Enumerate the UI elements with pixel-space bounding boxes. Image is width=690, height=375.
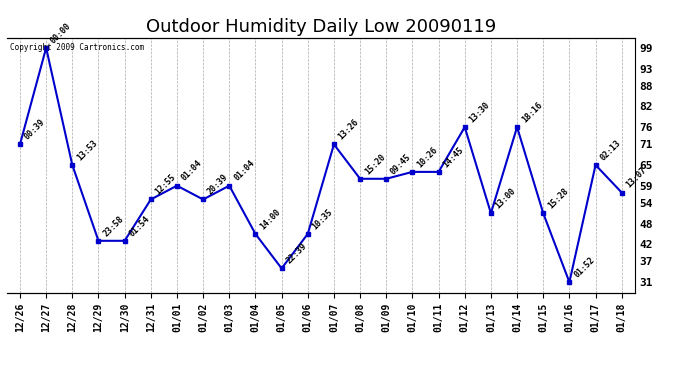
Text: 13:00: 13:00 [493,186,518,210]
Title: Outdoor Humidity Daily Low 20090119: Outdoor Humidity Daily Low 20090119 [146,18,496,36]
Text: 23:58: 23:58 [101,214,126,238]
Text: 22:39: 22:39 [284,242,308,266]
Text: 01:04: 01:04 [232,159,256,183]
Text: Copyright 2009 Cartronics.com: Copyright 2009 Cartronics.com [10,43,144,52]
Text: 01:54: 01:54 [128,214,151,238]
Text: 15:20: 15:20 [363,152,387,176]
Text: 18:16: 18:16 [520,100,544,124]
Text: 10:26: 10:26 [415,145,440,169]
Text: 01:04: 01:04 [179,159,204,183]
Text: 02:13: 02:13 [598,138,622,162]
Text: 15:28: 15:28 [546,186,570,210]
Text: 09:45: 09:45 [389,152,413,176]
Text: 13:30: 13:30 [468,100,491,124]
Text: 14:00: 14:00 [258,207,282,231]
Text: 10:35: 10:35 [310,207,335,231]
Text: 14:45: 14:45 [442,145,465,169]
Text: 00:39: 00:39 [23,117,47,141]
Text: 20:39: 20:39 [206,172,230,196]
Text: 00:00: 00:00 [49,21,73,45]
Text: 13:07: 13:07 [624,166,649,190]
Text: 13:26: 13:26 [337,117,361,141]
Text: 01:52: 01:52 [572,255,596,279]
Text: 13:53: 13:53 [75,138,99,162]
Text: 12:55: 12:55 [154,172,177,196]
